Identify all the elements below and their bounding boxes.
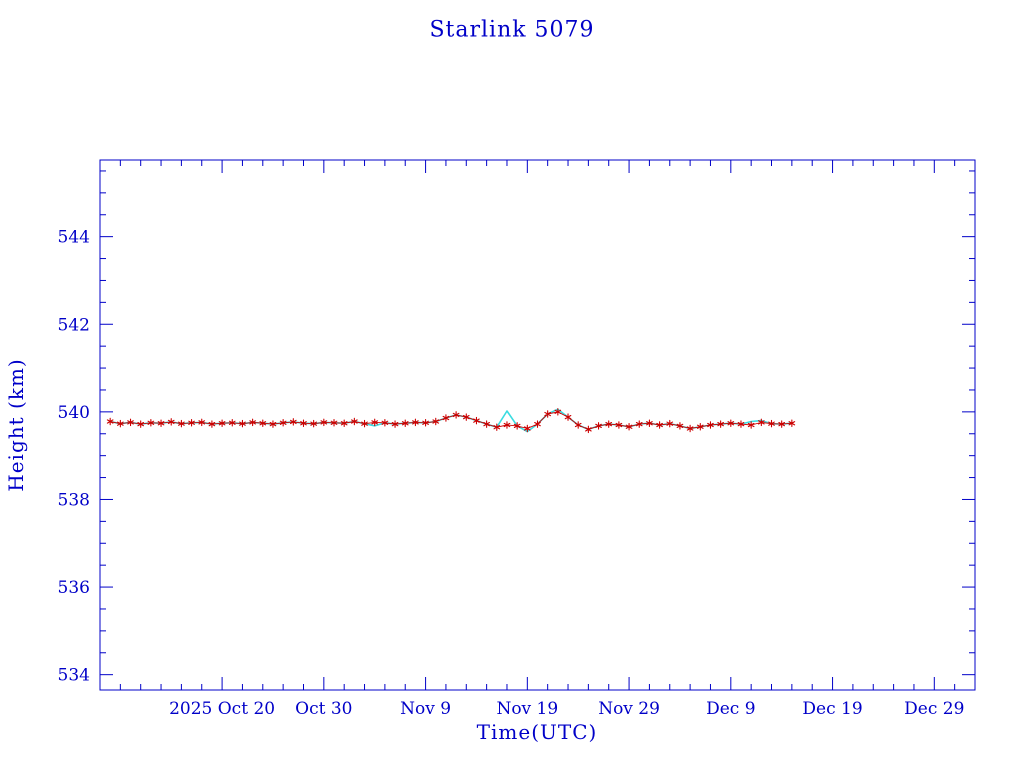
- x-axis-label: Time(UTC): [476, 720, 598, 744]
- x-tick-label: Oct 30: [295, 699, 352, 719]
- tick-labels: 534 536 538 540 542 544 2025 Oct 20 Oct 30 Nov 9…: [58, 228, 965, 719]
- x-tick-label: Dec 29: [904, 699, 964, 719]
- x-tick-label: Nov 9: [400, 699, 451, 719]
- x-tick-label: Dec 9: [706, 699, 755, 719]
- chart-title: Starlink 5079: [429, 17, 595, 43]
- y-tick-label: 534: [58, 666, 90, 686]
- series-red-asterisk-markers: [106, 408, 796, 434]
- x-tick-label: 2025 Oct 20: [169, 699, 275, 719]
- y-tick-label: 538: [58, 490, 90, 510]
- series-red-line: [110, 411, 792, 430]
- y-tick-label: 536: [58, 578, 90, 598]
- y-tick-label: 544: [58, 228, 90, 248]
- y-tick-label: 540: [58, 403, 90, 423]
- axis-ticks: [100, 160, 975, 690]
- y-tick-label: 542: [58, 315, 90, 335]
- plot-border: [99, 159, 976, 691]
- x-tick-label: Nov 19: [496, 699, 558, 719]
- x-tick-label: Dec 19: [802, 699, 862, 719]
- x-tick-label: Nov 29: [598, 699, 660, 719]
